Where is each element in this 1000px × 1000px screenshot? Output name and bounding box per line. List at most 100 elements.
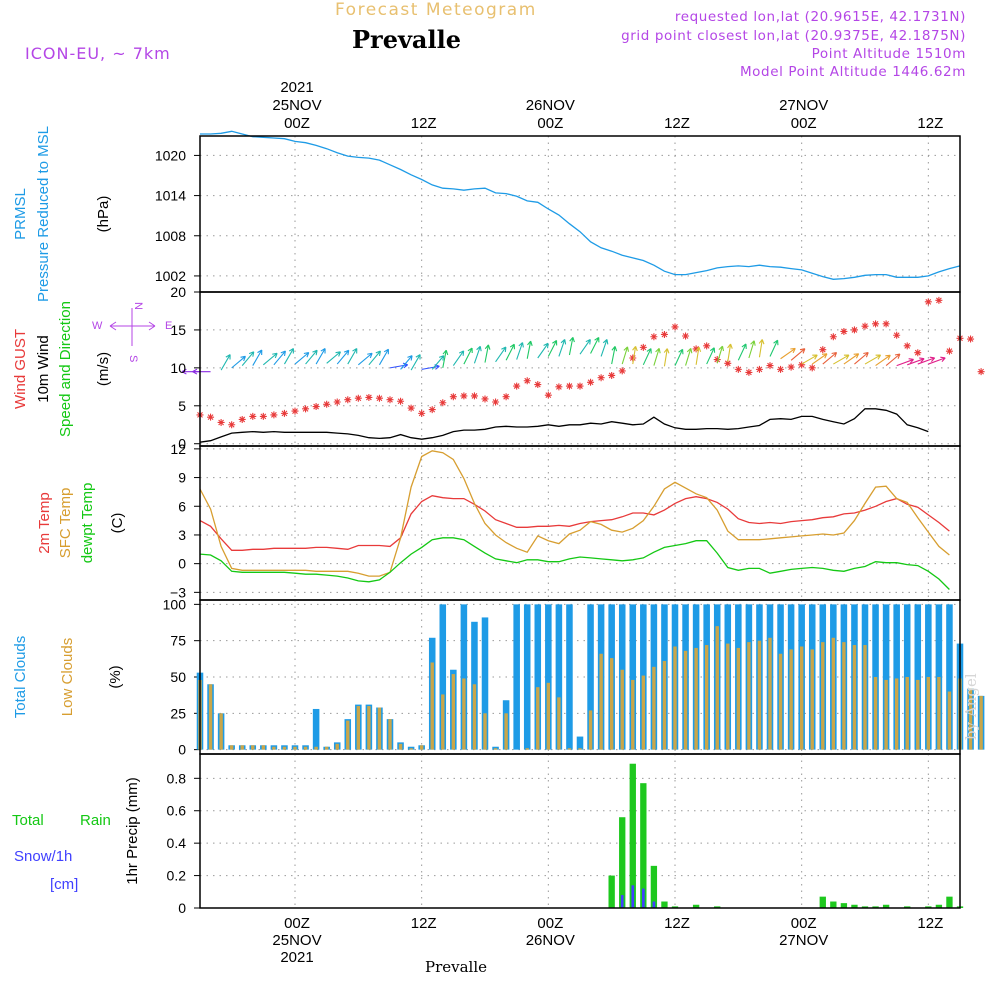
bar-total [914,604,922,750]
bar-low [504,713,508,750]
bar-low [346,720,350,750]
wind-arrow [410,354,421,371]
time-label-top: 12Z [664,115,690,132]
wind-arrow [368,350,381,366]
bar-low [451,674,456,750]
bar-low [778,653,783,750]
ytick-label-pressure: 1014 [155,188,186,204]
gust-marker [513,382,521,390]
gust-marker [945,347,953,355]
gust-marker [924,298,932,306]
ytick-label-wind: 15 [170,322,186,338]
bar-low [937,677,941,750]
bar-snow [620,895,624,908]
bar-low [894,678,899,750]
panel-clouds [194,599,985,755]
wind-arrow [822,351,838,365]
time-label-top: 2021 [280,79,313,96]
bar-low [747,642,751,750]
bar-rain [650,865,658,908]
gust-marker [354,394,362,402]
bar-low [208,684,213,750]
gust-marker [967,335,975,343]
bar-low [926,677,931,750]
ytick-label-precip: 0.8 [167,770,187,786]
ytick-label-temp: 6 [178,498,186,514]
gust-marker [470,392,478,400]
bar-low [768,637,772,750]
bar-low [726,643,730,750]
ytick-label-pressure: 1002 [155,268,186,284]
gust-marker [439,399,447,407]
wind-arrow [273,350,286,366]
bar-rain [819,896,826,908]
gust-marker [850,326,858,334]
ytick-label-clouds: 75 [170,633,186,649]
gust-marker [534,381,542,389]
bar-low [567,748,572,750]
wind-arrow [706,347,716,365]
ytick-label-precip: 0 [178,900,186,916]
wind-arrow [326,351,341,364]
wind-arrow [896,358,914,367]
time-label-bottom: 26NOV [526,932,575,949]
wind-arrow [431,355,445,370]
wind-arrow [579,338,591,355]
ytick-label-clouds: 100 [163,596,187,612]
bar-low [388,719,392,750]
gust-marker [365,393,373,401]
gust-marker [840,327,848,335]
bar-low [810,649,814,750]
chart-supertitle: Forecast Meteogram [335,0,537,20]
bar-rain [629,763,636,908]
ytick-label-precip: 0.6 [167,803,187,819]
bar-low [557,697,561,750]
wind-arrow [875,354,891,367]
bar-rain [861,906,869,908]
wind-arrow [463,347,473,365]
bar-rain [872,906,879,908]
bar-total [534,604,542,750]
label-snow-unit: [cm] [50,876,78,893]
wind-arrow [315,348,326,365]
bar-low [441,694,445,750]
time-label-bottom: 12Z [411,915,437,932]
bar-low [979,695,983,750]
bar-low [219,713,223,750]
bar-low [377,707,382,750]
gust-marker [555,383,563,391]
wind-arrow [220,354,231,371]
bar-low [704,645,709,750]
bar-low [789,649,793,750]
wind-arrow [843,353,860,365]
bar-low [631,679,635,750]
gust-marker [418,409,426,417]
gust-marker [249,412,257,420]
gust-marker [270,411,278,419]
time-label-bottom: 12Z [917,915,943,932]
ytick-label-temp: 9 [178,470,186,486]
wind-arrow [780,347,796,360]
axis-label-clouds-2: (%) [107,665,124,688]
bar-rain [619,817,626,908]
gust-marker [207,413,215,421]
time-label-bottom: 00Z [537,915,563,932]
gust-marker [481,395,489,403]
bar-low [873,677,878,750]
gust-marker [914,349,922,357]
bar-low [799,646,804,750]
model-point-altitude: Model Point Altitude 1446.62m [739,64,966,80]
bar-snow [631,885,635,908]
compass-n: N [132,302,144,310]
gust-marker [829,333,837,341]
panel-wind [109,291,985,447]
wind-arrow [347,348,358,365]
gust-marker [639,343,647,351]
ytick-label-wind: 5 [178,398,186,414]
bar-low [652,666,656,750]
bar-low [863,645,867,750]
bar-low [303,746,308,750]
gust-marker [333,398,341,406]
bar-rain [608,875,615,908]
bar-low [884,679,888,750]
